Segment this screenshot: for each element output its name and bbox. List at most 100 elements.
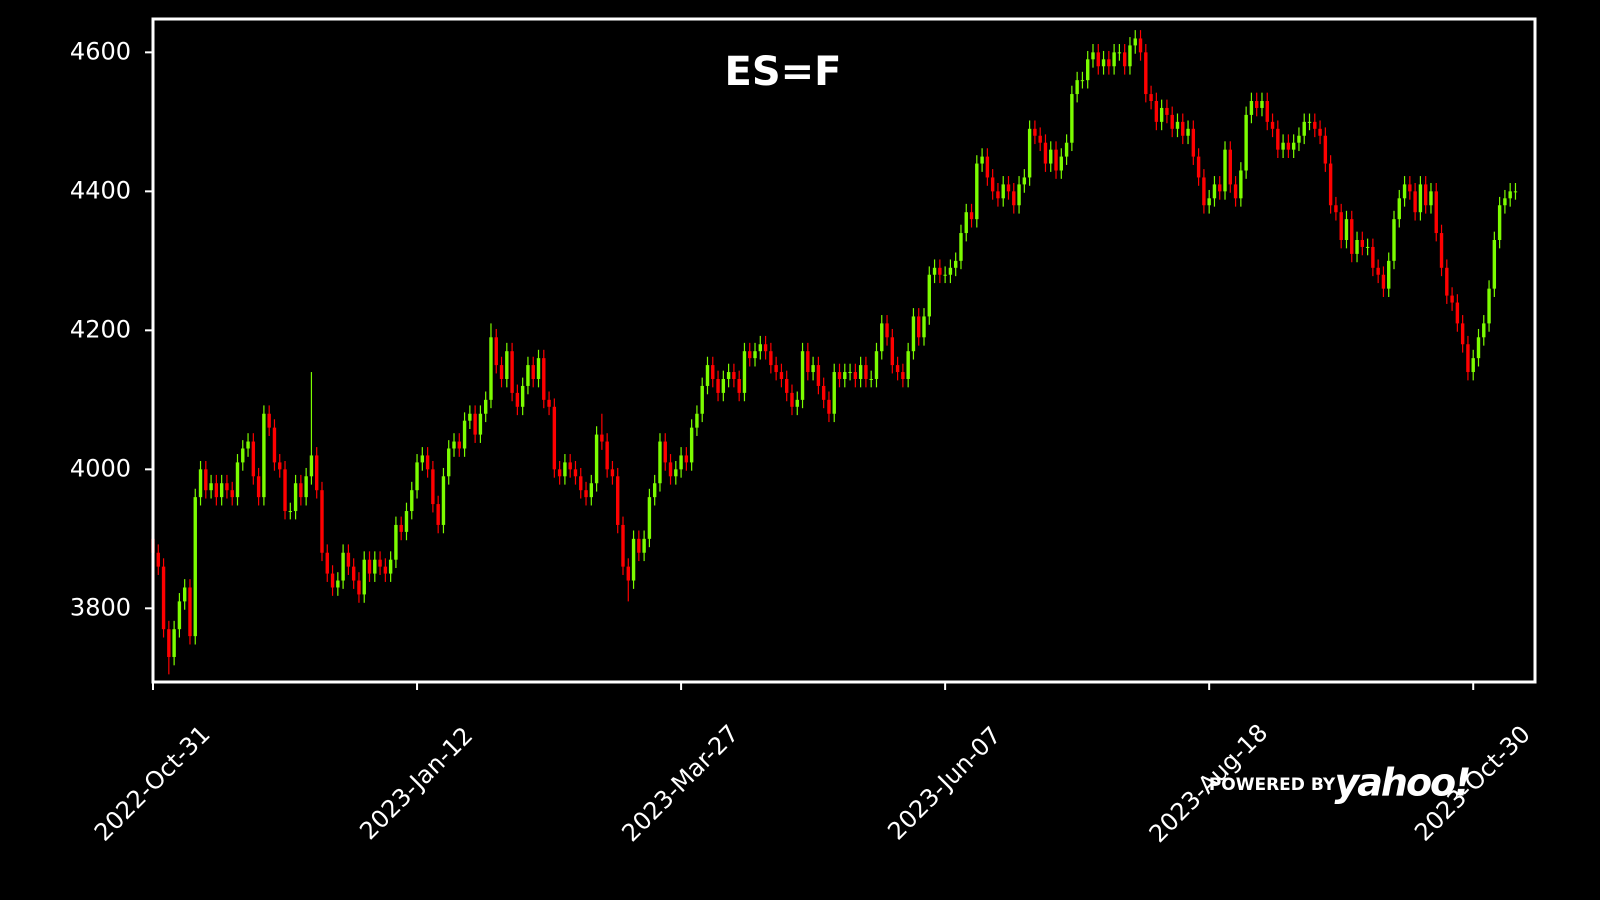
candle-body — [1218, 184, 1222, 192]
candle-body — [483, 399, 488, 414]
candle-body — [510, 351, 514, 393]
candle-body — [378, 559, 382, 567]
candle-body — [1408, 184, 1412, 192]
candle-body — [1445, 267, 1449, 296]
candle-body — [652, 483, 657, 498]
candle-body — [320, 490, 324, 553]
candle-body — [1091, 52, 1095, 60]
candle-body — [1471, 358, 1475, 373]
candle-body — [1503, 198, 1507, 206]
candle-body — [674, 469, 678, 477]
candle-body — [1460, 323, 1465, 345]
candle-body — [1107, 59, 1111, 67]
candle-body — [1054, 149, 1058, 171]
candle-body — [795, 399, 799, 407]
candle-body — [1191, 128, 1196, 157]
candle-body — [447, 448, 451, 477]
y-tick-label: 3800 — [70, 593, 131, 621]
candle-body — [1112, 52, 1116, 67]
candle-body — [1376, 267, 1380, 275]
candle-body — [1038, 135, 1042, 143]
candle-body — [573, 469, 578, 477]
candle-body — [431, 469, 435, 505]
candle-body — [1080, 80, 1085, 82]
candle-body — [1159, 107, 1164, 122]
candle-body — [283, 469, 287, 512]
candle-body — [1049, 149, 1053, 164]
candle-body — [1154, 101, 1159, 122]
candle-body — [214, 483, 219, 498]
candle-body — [1286, 142, 1291, 150]
candle-body — [1492, 240, 1497, 289]
candle-body — [1181, 121, 1185, 136]
candle-body — [198, 469, 203, 498]
candle-body — [1075, 80, 1079, 95]
candle-body — [1439, 233, 1444, 268]
candle-body — [1043, 142, 1048, 164]
powered-by: POWERED BY — [1209, 775, 1336, 795]
candle-body — [1466, 344, 1470, 373]
candle-body — [1223, 149, 1227, 192]
candle-body — [1328, 163, 1333, 206]
candle-body — [1070, 94, 1074, 143]
candle-body — [341, 552, 345, 581]
candle-body — [705, 365, 710, 386]
candle-body — [959, 233, 963, 261]
candle-body — [1202, 177, 1206, 206]
candle-body — [1086, 59, 1090, 81]
candle-body — [700, 385, 704, 414]
candle-body — [594, 434, 599, 484]
candle-body — [383, 566, 388, 574]
candle-body — [1402, 184, 1407, 199]
candle-body — [1413, 191, 1417, 213]
candle-body — [299, 483, 303, 498]
candle-body — [1012, 191, 1016, 206]
candle-body — [1482, 323, 1486, 338]
candle-body — [177, 601, 182, 630]
candle-body — [642, 538, 646, 553]
candle-body — [1260, 101, 1264, 108]
candle-body — [156, 552, 160, 567]
candle-body — [1355, 240, 1359, 254]
candle-body — [1027, 128, 1032, 178]
candle-body — [473, 413, 477, 435]
candle-body — [589, 483, 594, 498]
candle-body — [204, 469, 208, 491]
candle-body — [1297, 135, 1301, 143]
candle-body — [769, 351, 773, 366]
candle-body — [732, 372, 736, 379]
candle-body — [241, 448, 245, 463]
candle-body — [864, 365, 868, 379]
candle-body — [1233, 184, 1238, 199]
candle-body — [621, 524, 625, 567]
chart-title: ES=F — [725, 49, 842, 95]
candle-body — [885, 323, 889, 338]
candle-body — [251, 441, 256, 477]
candle-body — [922, 316, 926, 338]
candle-body — [293, 483, 298, 512]
candle-body — [256, 476, 261, 498]
candle-body — [568, 462, 572, 470]
candle-body — [848, 372, 852, 374]
candle-body — [1175, 121, 1180, 129]
candle-body — [927, 274, 931, 317]
candle-body — [605, 441, 609, 470]
candle-body — [1006, 184, 1011, 192]
candle-body — [1434, 191, 1438, 234]
candle-body — [235, 462, 240, 498]
candle-body — [1302, 121, 1306, 136]
candle-body — [1244, 114, 1248, 171]
candle-body — [1265, 101, 1269, 122]
candle-body — [990, 177, 995, 192]
candle-body — [616, 476, 620, 525]
candle-body — [695, 413, 699, 428]
candle-body — [821, 385, 826, 400]
candle-body — [969, 212, 974, 220]
candle-body — [774, 365, 778, 373]
candle-body — [330, 573, 335, 588]
candle-body — [1228, 149, 1232, 185]
candle-body — [631, 538, 636, 581]
candle-body — [748, 351, 752, 359]
candle-body — [1334, 205, 1338, 213]
